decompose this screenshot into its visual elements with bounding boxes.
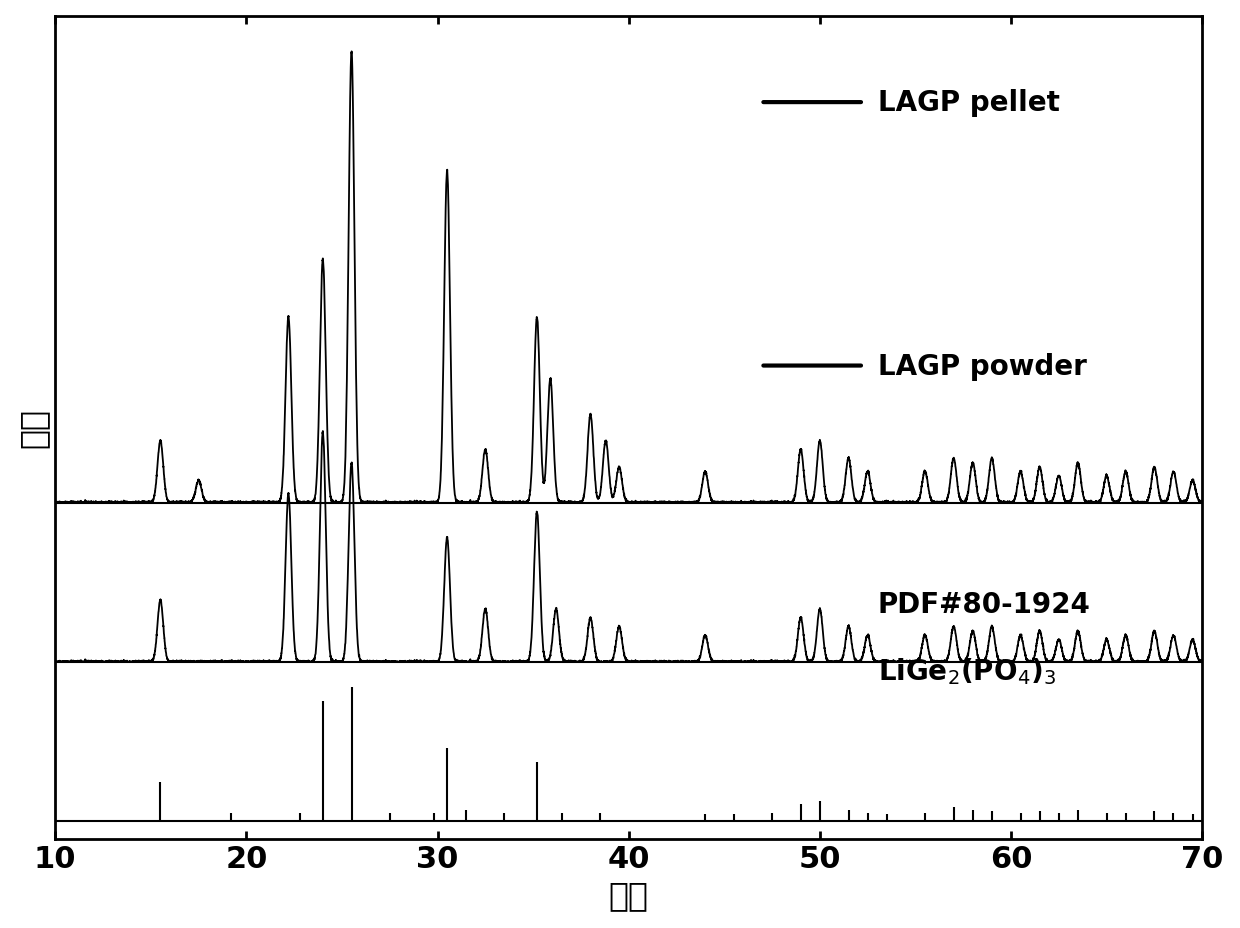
Text: LAGP powder: LAGP powder <box>878 352 1086 380</box>
Text: LiGe$_2$(PO$_4$)$_3$: LiGe$_2$(PO$_4$)$_3$ <box>878 655 1055 686</box>
Text: PDF#80-1924: PDF#80-1924 <box>878 590 1090 619</box>
Y-axis label: 强度: 强度 <box>16 407 50 448</box>
X-axis label: 角度: 角度 <box>609 879 649 911</box>
Text: LAGP pellet: LAGP pellet <box>878 89 1059 117</box>
